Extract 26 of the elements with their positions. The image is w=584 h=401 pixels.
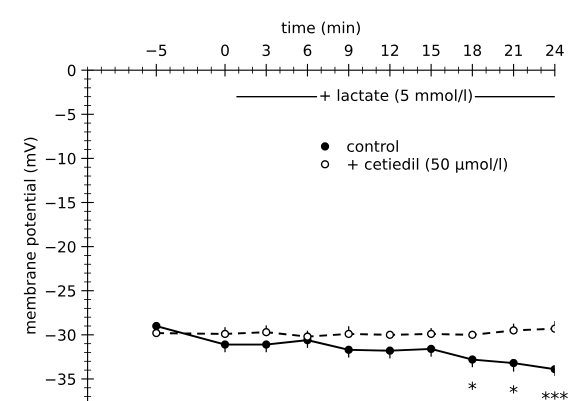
annotation: * bbox=[468, 382, 476, 390]
legend-label: control bbox=[347, 140, 398, 152]
annotation: *** bbox=[542, 391, 568, 400]
x-tick-label: −5 bbox=[146, 44, 166, 56]
x-tick-label: 12 bbox=[382, 44, 398, 56]
x-tick-label: 3 bbox=[262, 44, 270, 56]
y-axis-title: membrane potential (mV) bbox=[24, 138, 39, 334]
y-tick-label: −20 bbox=[46, 241, 76, 253]
annotation: + lactate (5 mmol/l) bbox=[320, 89, 472, 103]
x-axis-title: time (min) bbox=[282, 22, 360, 36]
annotation: * bbox=[510, 385, 518, 394]
x-tick-label: 15 bbox=[423, 44, 440, 56]
y-tick-label: −15 bbox=[46, 197, 76, 209]
y-tick-label: 0 bbox=[68, 64, 76, 76]
y-tick-label: −30 bbox=[46, 329, 76, 341]
x-tick-label: 24 bbox=[546, 44, 564, 56]
x-tick-label: 9 bbox=[344, 44, 352, 56]
y-tick-label: −35 bbox=[46, 373, 76, 385]
legend-label: + cetiedil (50 µmol/l) bbox=[348, 158, 508, 173]
x-tick-label: 0 bbox=[221, 44, 229, 56]
y-tick-label: −10 bbox=[46, 152, 76, 164]
x-tick-label: 6 bbox=[304, 44, 312, 56]
y-tick-label: −25 bbox=[46, 285, 76, 297]
x-tick-label: 21 bbox=[504, 44, 522, 56]
y-tick-label: −5 bbox=[56, 108, 76, 120]
x-tick-label: 18 bbox=[464, 44, 482, 56]
